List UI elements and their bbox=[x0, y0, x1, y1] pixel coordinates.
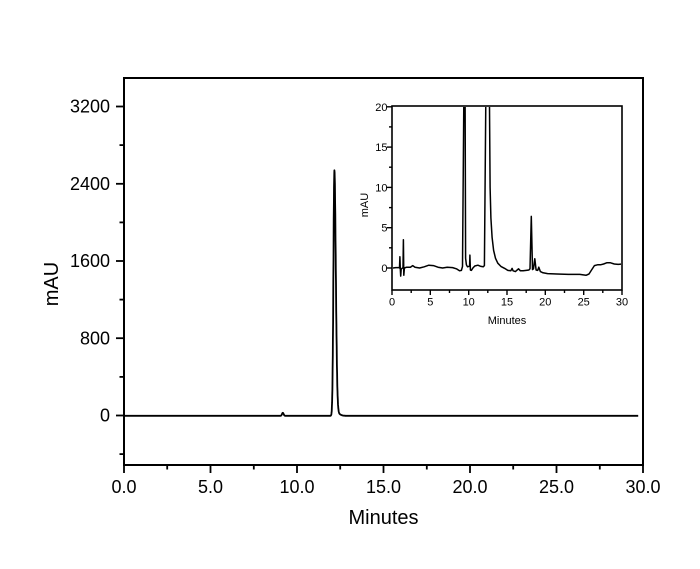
svg-text:30.0: 30.0 bbox=[625, 477, 660, 497]
svg-text:0: 0 bbox=[389, 297, 395, 309]
svg-text:Minutes: Minutes bbox=[488, 315, 527, 327]
svg-text:25: 25 bbox=[578, 297, 590, 309]
svg-text:10: 10 bbox=[375, 182, 387, 194]
svg-text:10.0: 10.0 bbox=[279, 477, 314, 497]
svg-text:3200: 3200 bbox=[70, 97, 110, 117]
svg-text:mAU: mAU bbox=[41, 262, 63, 306]
svg-text:25.0: 25.0 bbox=[539, 477, 574, 497]
svg-text:20.0: 20.0 bbox=[452, 477, 487, 497]
svg-text:0: 0 bbox=[100, 406, 110, 426]
svg-text:10: 10 bbox=[463, 297, 475, 309]
svg-text:800: 800 bbox=[80, 328, 110, 348]
svg-text:5.0: 5.0 bbox=[198, 477, 223, 497]
svg-text:5: 5 bbox=[381, 223, 387, 235]
svg-text:15: 15 bbox=[501, 297, 513, 309]
svg-text:0.0: 0.0 bbox=[111, 477, 136, 497]
svg-text:15.0: 15.0 bbox=[366, 477, 401, 497]
svg-text:30: 30 bbox=[616, 297, 628, 309]
svg-text:mAU: mAU bbox=[359, 193, 371, 218]
svg-text:5: 5 bbox=[427, 297, 433, 309]
svg-text:1600: 1600 bbox=[70, 251, 110, 271]
svg-text:15: 15 bbox=[375, 142, 387, 154]
svg-text:Minutes: Minutes bbox=[348, 507, 418, 529]
svg-text:20: 20 bbox=[375, 102, 387, 114]
svg-text:0: 0 bbox=[381, 263, 387, 275]
svg-text:20: 20 bbox=[539, 297, 551, 309]
svg-text:2400: 2400 bbox=[70, 174, 110, 194]
